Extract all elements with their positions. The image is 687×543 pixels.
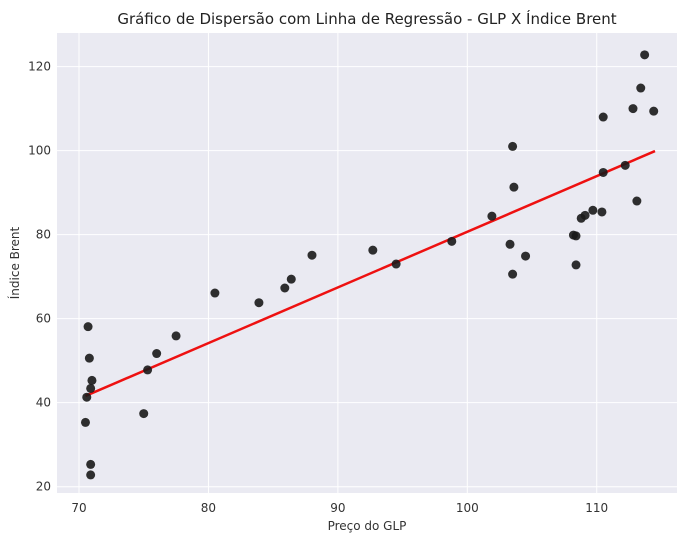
y-tick-label: 80 (36, 228, 51, 242)
data-point (368, 245, 378, 255)
data-point (632, 196, 642, 206)
data-point (521, 251, 531, 261)
data-point (139, 409, 149, 419)
regression-line (84, 149, 656, 398)
data-point (597, 207, 607, 217)
x-axis-label: Preço do GLP (328, 519, 407, 533)
data-point (82, 392, 92, 402)
data-point (508, 141, 518, 151)
data-point (588, 205, 598, 215)
data-point (86, 383, 96, 393)
y-tick-label: 60 (36, 312, 51, 326)
grid-lines (57, 33, 677, 493)
y-tick-label: 20 (36, 480, 51, 494)
x-tick-label: 100 (456, 501, 479, 515)
data-point (571, 260, 581, 270)
y-axis-label: Índice Brent (7, 226, 22, 299)
data-point (509, 182, 519, 192)
data-point (280, 283, 290, 293)
y-tick-label: 100 (28, 144, 51, 158)
data-point (83, 322, 93, 332)
x-tick-label: 80 (201, 501, 216, 515)
data-point (286, 274, 296, 284)
data-point (86, 470, 96, 480)
data-point (87, 375, 97, 385)
data-point (636, 83, 646, 93)
y-tick-label: 40 (36, 396, 51, 410)
x-tick-labels: 70 80 90 100 110 (71, 501, 608, 515)
chart-title: Gráfico de Dispersão com Linha de Regres… (117, 9, 616, 28)
data-point (580, 210, 590, 220)
data-point (152, 349, 162, 359)
data-point (628, 104, 638, 114)
regression-line-group (84, 149, 656, 398)
data-point (598, 167, 608, 177)
data-point (210, 288, 220, 298)
data-point (143, 365, 153, 375)
data-point (508, 269, 518, 279)
data-point (80, 417, 90, 427)
data-point (598, 112, 608, 122)
data-point (307, 250, 317, 260)
data-point (447, 236, 457, 246)
data-point (505, 239, 515, 249)
y-tick-label: 120 (28, 60, 51, 74)
data-point (640, 50, 650, 60)
x-tick-label: 70 (71, 501, 86, 515)
data-point (84, 353, 94, 363)
y-tick-labels: 20 40 60 80 100 120 (28, 60, 51, 494)
x-tick-label: 90 (330, 501, 345, 515)
data-point (571, 231, 581, 241)
data-point (171, 331, 181, 341)
data-point (391, 259, 401, 269)
data-points (80, 50, 659, 480)
x-tick-label: 110 (585, 501, 608, 515)
data-point (620, 160, 630, 170)
data-point (254, 298, 264, 308)
data-point (649, 106, 659, 116)
data-point (86, 459, 96, 469)
data-point (487, 211, 497, 221)
plot-background (57, 33, 677, 493)
